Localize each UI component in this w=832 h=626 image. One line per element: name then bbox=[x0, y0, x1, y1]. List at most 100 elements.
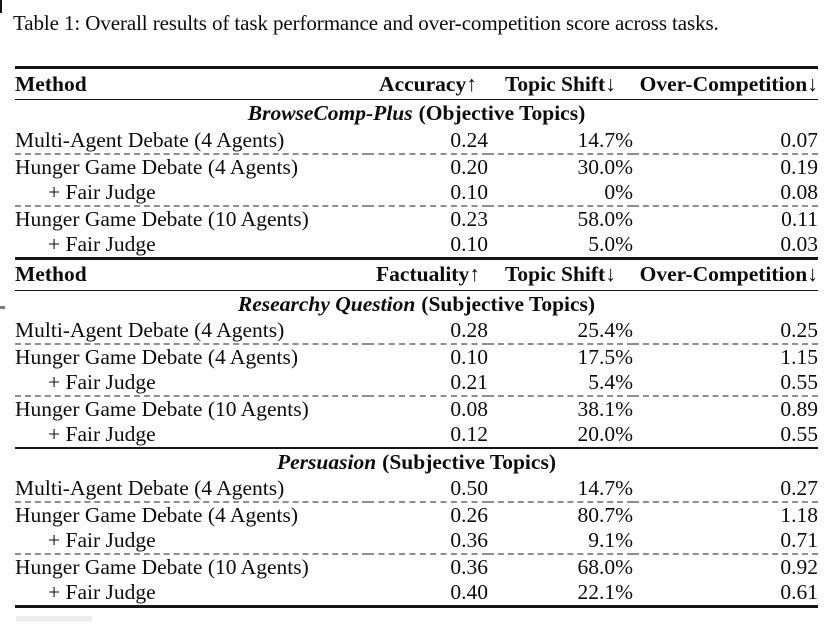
table-row: Hunger Game Debate (10 Agents) 0.36 68.0… bbox=[15, 554, 818, 580]
method-cell: + Fair Judge bbox=[48, 231, 156, 256]
section-header-researchy-question: Researchy Question (Subjective Topics) bbox=[15, 290, 818, 318]
method-cell: Hunger Game Debate (10 Agents) bbox=[15, 397, 309, 421]
method-cell: + Fair Judge bbox=[48, 580, 156, 604]
topic-shift-cell: 14.7% bbox=[577, 476, 633, 500]
section-title-name: Researchy Question bbox=[237, 291, 416, 316]
method-cell: Hunger Game Debate (4 Agents) bbox=[15, 503, 298, 527]
table-row: + Fair Judge 0.10 5.0% 0.03 bbox=[15, 232, 818, 259]
over-competition-cell: 0.08 bbox=[780, 179, 818, 204]
table-row: Hunger Game Debate (4 Agents) 0.10 17.5%… bbox=[15, 344, 818, 370]
table-row: Hunger Game Debate (10 Agents) 0.08 38.1… bbox=[15, 396, 818, 422]
section-title-qualifier: (Subjective Topics) bbox=[382, 450, 556, 474]
over-competition-cell: 1.15 bbox=[780, 345, 818, 369]
topic-shift-cell: 5.0% bbox=[588, 231, 633, 256]
table-row: + Fair Judge 0.21 5.4% 0.55 bbox=[15, 370, 818, 396]
table-row: Hunger Game Debate (4 Agents) 0.20 30.0%… bbox=[15, 153, 818, 180]
over-competition-cell: 0.92 bbox=[780, 555, 818, 579]
over-competition-cell: 0.19 bbox=[780, 154, 818, 179]
topic-shift-cell: 25.4% bbox=[577, 318, 633, 342]
topic-shift-cell: 9.1% bbox=[588, 528, 633, 552]
over-competition-cell: 0.25 bbox=[780, 318, 818, 342]
metric-cell: 0.28 bbox=[450, 318, 488, 342]
over-competition-cell: 0.11 bbox=[781, 206, 818, 231]
metric-cell: 0.10 bbox=[450, 345, 488, 369]
section-title: BrowseComp-Plus (Objective Topics) bbox=[15, 100, 818, 128]
section-title-name: Persuasion bbox=[277, 450, 377, 474]
topic-shift-cell: 20.0% bbox=[577, 422, 633, 446]
method-cell: + Fair Judge bbox=[48, 422, 156, 446]
over-competition-cell: 0.89 bbox=[780, 397, 818, 421]
section-title: Researchy Question (Subjective Topics) bbox=[15, 290, 818, 318]
crop-artifact-left-edge bbox=[0, 306, 5, 309]
table-caption: Table 1: Overall results of task perform… bbox=[13, 11, 719, 35]
metric-cell: 0.10 bbox=[450, 231, 488, 256]
section-header-browsecomp-plus: BrowseComp-Plus (Objective Topics) bbox=[15, 100, 818, 128]
metric-cell: 0.50 bbox=[450, 476, 488, 500]
method-cell: + Fair Judge bbox=[48, 370, 156, 394]
column-header-topic-shift: Topic Shift↓ bbox=[505, 71, 616, 96]
over-competition-cell: 0.07 bbox=[780, 127, 818, 152]
over-competition-cell: 0.27 bbox=[780, 476, 818, 500]
method-cell: Hunger Game Debate (4 Agents) bbox=[15, 345, 298, 369]
topic-shift-cell: 38.1% bbox=[577, 397, 633, 421]
topic-shift-cell: 0% bbox=[604, 179, 633, 204]
over-competition-cell: 0.71 bbox=[780, 528, 818, 552]
table-row: + Fair Judge 0.12 20.0% 0.55 bbox=[15, 422, 818, 448]
method-cell: Hunger Game Debate (10 Agents) bbox=[15, 206, 309, 231]
metric-cell: 0.21 bbox=[450, 370, 488, 394]
method-cell: Hunger Game Debate (4 Agents) bbox=[15, 154, 298, 179]
method-cell: Multi-Agent Debate (4 Agents) bbox=[15, 476, 285, 500]
over-competition-cell: 0.55 bbox=[780, 370, 818, 394]
section-title-qualifier: (Objective Topics) bbox=[418, 101, 586, 126]
metric-cell: 0.36 bbox=[450, 528, 488, 552]
method-cell: Hunger Game Debate (10 Agents) bbox=[15, 555, 309, 579]
metric-cell: 0.36 bbox=[450, 555, 488, 579]
column-header-accuracy: Accuracy↑ bbox=[379, 71, 477, 96]
crop-artifact-top-left bbox=[0, 0, 2, 13]
column-header-factuality: Factuality↑ bbox=[376, 262, 480, 286]
metric-cell: 0.08 bbox=[450, 397, 488, 421]
crop-artifact-bottom-left bbox=[16, 616, 92, 621]
topic-shift-cell: 22.1% bbox=[577, 580, 633, 604]
method-cell: + Fair Judge bbox=[48, 528, 156, 552]
over-competition-cell: 1.18 bbox=[780, 503, 818, 527]
table-row: Multi-Agent Debate (4 Agents) 0.50 14.7%… bbox=[15, 476, 818, 502]
over-competition-cell: 0.61 bbox=[780, 580, 818, 604]
table-row: + Fair Judge 0.40 22.1% 0.61 bbox=[15, 580, 818, 607]
method-cell: + Fair Judge bbox=[48, 179, 156, 204]
header-row-block2: Method Factuality↑ Topic Shift↓ Over-Com… bbox=[15, 258, 818, 290]
topic-shift-cell: 5.4% bbox=[588, 370, 633, 394]
table-row: + Fair Judge 0.36 9.1% 0.71 bbox=[15, 528, 818, 554]
section-title-qualifier: (Subjective Topics) bbox=[421, 291, 596, 316]
metric-cell: 0.26 bbox=[450, 503, 488, 527]
topic-shift-cell: 58.0% bbox=[577, 206, 633, 231]
metric-cell: 0.24 bbox=[450, 127, 488, 152]
column-header-method: Method bbox=[15, 71, 87, 96]
topic-shift-cell: 68.0% bbox=[577, 555, 633, 579]
method-cell: Multi-Agent Debate (4 Agents) bbox=[15, 318, 285, 342]
table-row: + Fair Judge 0.10 0% 0.08 bbox=[15, 180, 818, 206]
column-header-over-competition: Over-Competition↓ bbox=[639, 71, 818, 96]
over-competition-cell: 0.55 bbox=[780, 422, 818, 446]
over-competition-cell: 0.03 bbox=[780, 231, 818, 256]
metric-cell: 0.23 bbox=[450, 206, 488, 231]
table-row: Multi-Agent Debate (4 Agents) 0.24 14.7%… bbox=[15, 128, 818, 154]
metric-cell: 0.10 bbox=[450, 179, 488, 204]
topic-shift-cell: 80.7% bbox=[577, 503, 633, 527]
table-row: Hunger Game Debate (4 Agents) 0.26 80.7%… bbox=[15, 502, 818, 528]
results-table: Method Accuracy↑ Topic Shift↓ Over-Compe… bbox=[15, 66, 818, 608]
section-title: Persuasion (Subjective Topics) bbox=[15, 448, 818, 476]
column-header-topic-shift: Topic Shift↓ bbox=[505, 262, 616, 286]
section-header-persuasion: Persuasion (Subjective Topics) bbox=[15, 448, 818, 476]
method-cell: Multi-Agent Debate (4 Agents) bbox=[15, 127, 285, 152]
topic-shift-cell: 14.7% bbox=[577, 127, 633, 152]
column-header-over-competition: Over-Competition↓ bbox=[639, 262, 818, 286]
metric-cell: 0.12 bbox=[450, 422, 488, 446]
table-row: Hunger Game Debate (10 Agents) 0.23 58.0… bbox=[15, 205, 818, 232]
table-row: Multi-Agent Debate (4 Agents) 0.28 25.4%… bbox=[15, 318, 818, 344]
section-title-name: BrowseComp-Plus bbox=[247, 101, 413, 126]
metric-cell: 0.40 bbox=[450, 580, 488, 604]
header-row-block1: Method Accuracy↑ Topic Shift↓ Over-Compe… bbox=[15, 67, 818, 100]
metric-cell: 0.20 bbox=[450, 154, 488, 179]
topic-shift-cell: 17.5% bbox=[577, 345, 633, 369]
